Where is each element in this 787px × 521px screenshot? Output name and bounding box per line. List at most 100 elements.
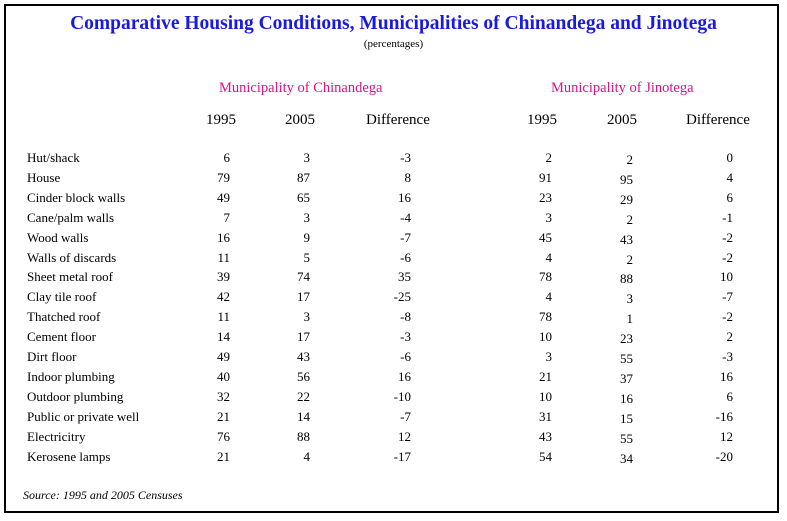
table-frame (4, 4, 779, 513)
column-header-chinandega-2005: 2005 (285, 112, 315, 128)
cell-adiff: -17 (393, 448, 411, 464)
column-header-jinotega-1995: 1995 (527, 112, 557, 128)
cell-b1995: 45 (539, 229, 552, 245)
cell-b2005: 3 (626, 291, 634, 307)
cell-bdiff: -2 (722, 229, 733, 245)
cell-adiff: -25 (393, 289, 411, 305)
cell-bdiff: 4 (726, 169, 734, 185)
cell-b2005: 2 (626, 211, 634, 227)
cell-b2005: 95 (620, 171, 633, 187)
cell-b2005: 2 (626, 251, 634, 267)
column-header-jinotega-2005: 2005 (607, 112, 637, 128)
cell-bdiff: -20 (715, 448, 733, 464)
cell-b2005: 34 (620, 450, 633, 466)
table-row: Hut/shack 6 3 -3 2 2 0 (0, 150, 787, 170)
cell-b2005: 1 (626, 311, 634, 327)
cell-adiff: -3 (400, 150, 411, 165)
cell-a1995: 7 (223, 209, 231, 225)
cell-adiff: -7 (400, 229, 411, 245)
cell-b1995: 2 (545, 150, 553, 165)
cell-b2005: 55 (620, 430, 633, 446)
row-label: Dirt floor (27, 349, 77, 364)
cell-bdiff: 0 (726, 150, 734, 165)
cell-a2005: 88 (297, 428, 310, 444)
cell-b2005: 88 (620, 271, 633, 287)
cell-a1995: 49 (217, 189, 230, 205)
table-row: Sheet metal roof 39 74 35 78 88 10 (0, 269, 787, 289)
cell-b2005: 23 (620, 331, 633, 347)
cell-adiff: 35 (398, 269, 411, 285)
cell-a1995: 40 (217, 368, 230, 384)
cell-b1995: 78 (539, 309, 552, 325)
cell-b2005: 2 (626, 152, 634, 167)
cell-a2005: 22 (297, 388, 310, 404)
cell-a1995: 21 (217, 448, 230, 464)
cell-a2005: 9 (303, 229, 311, 245)
row-label: Cinder block walls (27, 189, 126, 205)
table-row: Wood walls 16 9 -7 45 43 -2 (0, 230, 787, 250)
cell-b1995: 3 (545, 349, 553, 364)
cell-adiff: 12 (398, 428, 411, 444)
cell-b2005: 29 (620, 191, 633, 207)
table-row: Electricitry 76 88 12 43 55 12 (0, 429, 787, 449)
cell-a1995: 11 (217, 309, 230, 325)
cell-a2005: 65 (297, 189, 310, 205)
table-row: House 79 87 8 91 95 4 (0, 170, 787, 190)
cell-bdiff: 2 (726, 329, 734, 345)
row-label: Walls of discards (27, 249, 117, 265)
row-label: Sheet metal roof (27, 269, 113, 285)
cell-adiff: -6 (400, 349, 411, 364)
cell-b2005: 55 (620, 351, 633, 366)
cell-b2005: 43 (620, 231, 633, 247)
cell-a2005: 3 (303, 309, 311, 325)
cell-a2005: 56 (297, 368, 310, 384)
cell-bdiff: -16 (715, 408, 733, 424)
cell-adiff: 8 (404, 169, 412, 185)
cell-a2005: 5 (303, 249, 311, 265)
row-label: Cane/palm walls (27, 209, 115, 225)
cell-a1995: 49 (217, 349, 230, 364)
cell-adiff: 16 (398, 368, 411, 384)
table-row: Indoor plumbing 40 56 16 21 37 16 (0, 369, 787, 389)
table-row: Outdoor plumbing 32 22 -10 10 16 6 (0, 389, 787, 409)
source-note: Source: 1995 and 2005 Censuses (23, 488, 183, 502)
table-row: Dirt floor 49 43 -6 3 55 -3 (0, 349, 787, 369)
table-row: Walls of discards 11 5 -6 4 2 -2 (0, 250, 787, 270)
cell-bdiff: 12 (720, 428, 733, 444)
row-label: Indoor plumbing (27, 368, 115, 384)
cell-a2005: 4 (303, 448, 311, 464)
cell-a2005: 43 (297, 349, 310, 364)
cell-adiff: -8 (400, 309, 411, 325)
cell-b1995: 21 (539, 368, 552, 384)
cell-bdiff: 16 (720, 368, 733, 384)
cell-bdiff: -2 (722, 309, 733, 325)
page-subtitle: (percentages) (363, 38, 424, 50)
cell-bdiff: -3 (722, 349, 733, 364)
cell-a2005: 74 (297, 269, 310, 285)
row-label: Public or private well (27, 408, 140, 424)
cell-b1995: 10 (539, 329, 552, 345)
row-label: Cement floor (27, 329, 96, 345)
cell-b1995: 3 (545, 209, 553, 225)
cell-a2005: 3 (303, 209, 311, 225)
cell-b1995: 31 (539, 408, 552, 424)
cell-b1995: 4 (545, 249, 553, 265)
cell-a2005: 87 (297, 169, 310, 185)
cell-bdiff: 6 (726, 388, 734, 404)
column-header-jinotega-difference: Difference (686, 112, 750, 128)
municipality-jinotega-heading: Municipality of Jinotega (551, 80, 694, 96)
row-label: Thatched roof (27, 309, 101, 325)
cell-b1995: 4 (545, 289, 553, 305)
cell-b1995: 10 (539, 388, 552, 404)
row-label: Hut/shack (27, 150, 80, 165)
cell-b1995: 91 (539, 169, 552, 185)
cell-a1995: 6 (223, 150, 231, 165)
cell-b1995: 78 (539, 269, 552, 285)
cell-adiff: -4 (400, 209, 411, 225)
cell-adiff: -7 (400, 408, 411, 424)
table-row: Thatched roof 11 3 -8 78 1 -2 (0, 309, 787, 329)
cell-a1995: 39 (217, 269, 230, 285)
table-row: Kerosene lamps 21 4 -17 54 34 -20 (0, 449, 787, 469)
cell-b2005: 15 (620, 410, 633, 426)
municipality-chinandega-heading: Municipality of Chinandega (219, 80, 383, 96)
